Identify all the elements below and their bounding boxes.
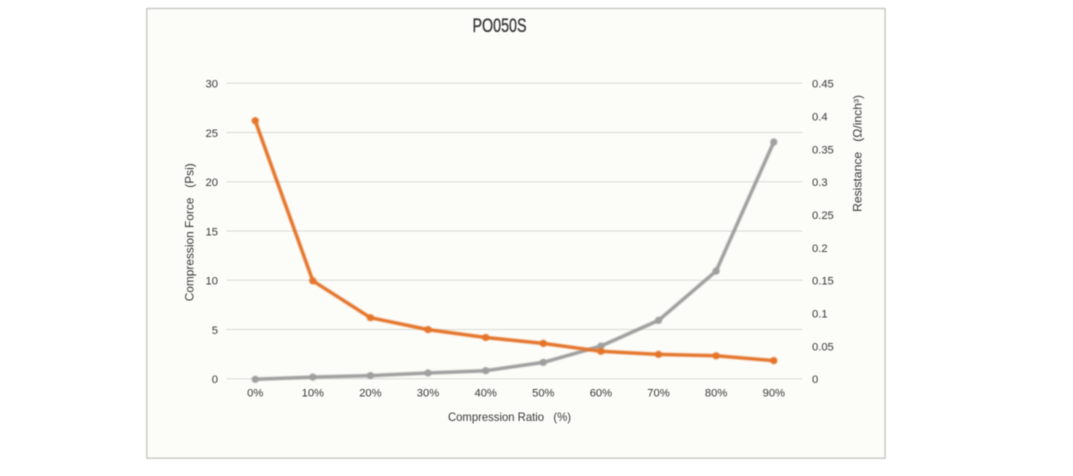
svg-text:30%: 30% [417,388,439,400]
svg-text:40%: 40% [474,388,496,400]
svg-text:25: 25 [206,128,218,140]
svg-text:Compression Force (Psi): Compression Force (Psi) [184,163,197,301]
svg-text:90%: 90% [763,388,785,400]
svg-text:60%: 60% [590,388,612,400]
svg-text:Compression Ratio (%): Compression Ratio (%) [448,411,571,424]
svg-text:0.1: 0.1 [812,309,828,321]
svg-text:70%: 70% [647,388,669,400]
svg-text:0%: 0% [247,388,263,400]
svg-text:0.2: 0.2 [812,243,828,255]
svg-text:20%: 20% [359,388,381,400]
svg-text:0.4: 0.4 [812,112,828,124]
svg-text:30: 30 [206,79,218,91]
svg-text:0.45: 0.45 [812,79,834,91]
svg-text:0: 0 [212,374,218,386]
svg-text:0.3: 0.3 [812,177,828,189]
svg-text:PO050S: PO050S [473,16,527,37]
svg-text:15: 15 [206,226,218,238]
svg-text:0: 0 [812,374,818,386]
svg-text:0.15: 0.15 [812,276,834,288]
svg-text:50%: 50% [532,388,554,400]
svg-text:5: 5 [212,325,218,337]
svg-text:20: 20 [206,177,218,189]
svg-text:0.35: 0.35 [812,144,834,156]
svg-text:0.05: 0.05 [812,341,834,353]
svg-text:10%: 10% [302,388,324,400]
svg-text:Resistance (Ω/inch³): Resistance (Ω/inch³) [852,95,865,212]
svg-text:0.25: 0.25 [812,210,834,222]
svg-text:10: 10 [206,276,218,288]
svg-text:80%: 80% [705,388,727,400]
